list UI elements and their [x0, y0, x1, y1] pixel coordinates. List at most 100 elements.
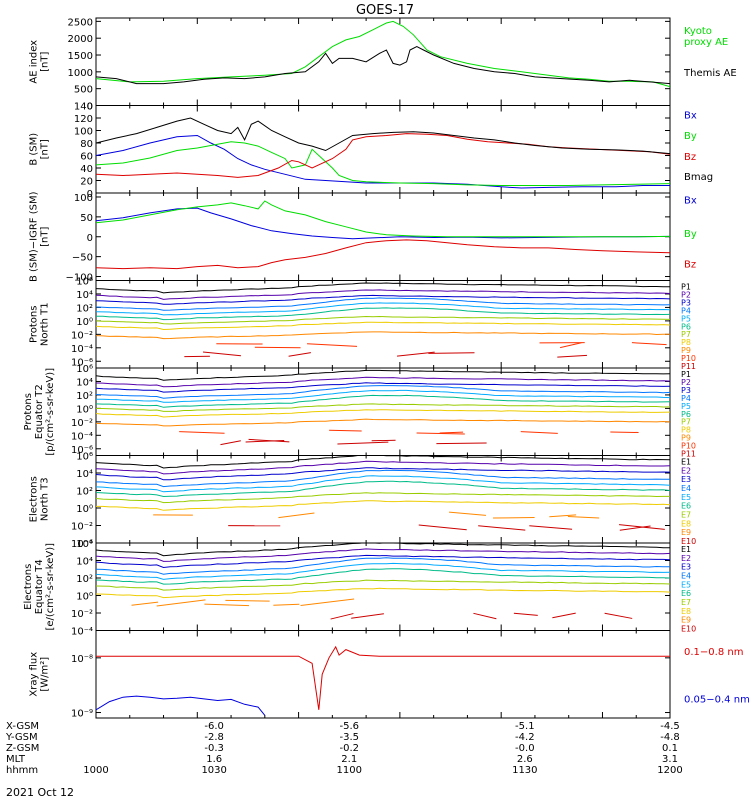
- axis-value: -4.8: [660, 732, 680, 743]
- plot-area: [96, 369, 670, 446]
- y-tick-label: 120: [74, 114, 93, 125]
- y-tick-label: 10⁻⁴: [71, 431, 93, 442]
- y-tick-label: 10⁻⁹: [71, 709, 93, 720]
- legend-e2: E2: [681, 554, 691, 563]
- channel-segment-e9: [225, 599, 270, 602]
- channel-segment-p11: [220, 440, 241, 446]
- channel-line-p6: [96, 394, 670, 408]
- legend-label: Bz: [684, 259, 696, 270]
- legend-label: Bx: [684, 196, 697, 207]
- y-tick-label: 100: [74, 193, 93, 204]
- channel-segment-e10: [529, 525, 573, 530]
- channel-segment-p10: [439, 431, 464, 434]
- y-axis-label: ElectronsEquator T4[e/(cm²-s-sr-keV)]: [23, 543, 56, 631]
- y-tick-label: 10⁰: [76, 404, 93, 415]
- channel-line-e3: [96, 467, 670, 481]
- legend-e1: E1: [681, 545, 691, 554]
- y-tick-label: 40: [80, 164, 93, 175]
- channel-segment-p10: [631, 342, 667, 346]
- channel-segment-e10: [604, 612, 633, 619]
- y-axis-label: ProtonsNorth T1: [29, 302, 51, 346]
- y-tick-label: 20: [80, 177, 93, 188]
- channel-line-p7: [96, 403, 670, 412]
- y-tick-label: 0: [87, 102, 93, 113]
- legend-p7: P7: [681, 330, 691, 339]
- plot-title: GOES-17: [356, 3, 414, 18]
- legend-e7: E7: [681, 511, 691, 520]
- channel-segment-e10: [513, 612, 538, 616]
- y-tick-label: 10²: [76, 391, 93, 402]
- channel-segment-p10: [307, 343, 358, 347]
- y-tick-label: 10⁻⁸: [71, 654, 93, 665]
- channel-segment-p10: [416, 432, 465, 435]
- y-tick-label: 140: [74, 102, 93, 113]
- y-tick-label: 0: [87, 189, 93, 200]
- legend-p2: P2: [681, 290, 691, 299]
- channel-segment-p11: [337, 441, 389, 445]
- axis-row-label: Y-GSM: [5, 732, 38, 743]
- legend-p4: P4: [681, 394, 691, 403]
- channel-line-p5: [96, 389, 670, 403]
- axis-value: 1130: [512, 765, 537, 776]
- legend-e2: E2: [681, 466, 691, 475]
- channel-line-p8: [96, 321, 670, 331]
- legend-p2: P2: [681, 378, 691, 387]
- legend-p11: P11: [681, 450, 696, 459]
- y-axis-label: AE index[nT]: [29, 40, 51, 84]
- legend-e10: E10: [681, 625, 696, 634]
- legend-label: 0.1−0.8 nm: [684, 647, 743, 658]
- channel-segment-p10: [179, 431, 225, 434]
- plot-area: [96, 543, 670, 620]
- channel-segment-p11: [436, 442, 487, 445]
- axis-value: 1000: [83, 765, 108, 776]
- axis-value: -3.5: [339, 732, 359, 743]
- legend-e5: E5: [681, 493, 691, 502]
- legend-e4: E4: [681, 572, 691, 581]
- legend-label: Kyoto: [684, 26, 712, 37]
- channel-line-e2: [96, 548, 670, 562]
- plot-area: [96, 200, 670, 270]
- date-label: 2021 Oct 12: [6, 786, 74, 799]
- channel-segment-e9: [448, 511, 487, 516]
- channel-line-p4: [96, 297, 670, 311]
- y-tick-label: 10⁶: [76, 364, 93, 375]
- channel-segment-p10: [610, 431, 639, 433]
- channel-line-e7: [96, 492, 670, 504]
- legend-e3: E3: [681, 475, 691, 484]
- legend-p8: P8: [681, 426, 691, 435]
- y-tick-label: 10⁻²: [71, 418, 93, 429]
- legend-e10: E10: [681, 537, 696, 546]
- y-tick-label: 10⁴: [76, 469, 93, 480]
- axis-row-label: Z-GSM: [6, 743, 39, 754]
- axis-value: 3.1: [662, 754, 678, 765]
- channel-line-p9: [96, 418, 670, 427]
- y-axis-label: ProtonsEquator T2[p/(cm²-s-sr-keV)]: [23, 368, 56, 456]
- channel-segment-e9: [131, 601, 159, 606]
- series-line-bmag: [96, 117, 670, 155]
- y-tick-label: 10²: [76, 303, 93, 314]
- y-tick-label: 10⁰: [76, 592, 93, 603]
- legend-p1: P1: [681, 370, 691, 379]
- axis-value: -0.3: [204, 743, 224, 754]
- channel-line-e7: [96, 579, 670, 591]
- legend-p9: P9: [681, 346, 691, 355]
- y-tick-label: 10⁶: [76, 452, 93, 463]
- plot-area: [96, 20, 670, 88]
- legend-p3: P3: [681, 298, 691, 307]
- series-line-bx: [96, 207, 670, 240]
- channel-line-e4: [96, 557, 670, 575]
- channel-line-p1: [96, 282, 670, 294]
- legend-p10: P10: [681, 442, 696, 451]
- channel-line-e1: [96, 543, 670, 557]
- axis-value: -4.5: [660, 721, 680, 732]
- channel-segment-p11: [396, 351, 435, 357]
- legend-e5: E5: [681, 580, 691, 589]
- legend-e6: E6: [681, 589, 691, 598]
- axis-value: -5.1: [515, 721, 535, 732]
- plot-area: [96, 117, 670, 189]
- y-axis-label: B (SM)[nT]: [29, 133, 51, 166]
- channel-line-e3: [96, 554, 670, 569]
- axis-value: 1030: [201, 765, 226, 776]
